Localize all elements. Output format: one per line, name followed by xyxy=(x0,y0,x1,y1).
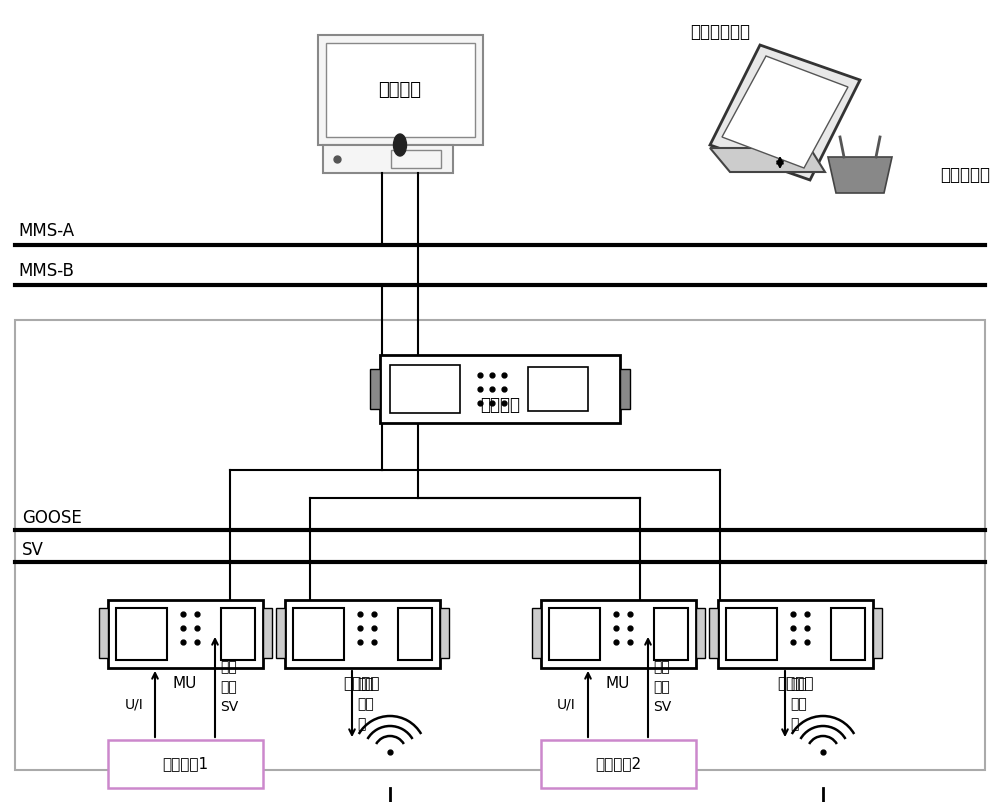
Bar xyxy=(696,608,705,658)
Bar xyxy=(116,608,167,660)
Text: U/I: U/I xyxy=(124,697,143,711)
Text: 点: 点 xyxy=(790,717,798,731)
Bar xyxy=(440,608,449,658)
Polygon shape xyxy=(710,45,860,180)
Text: 智能终端: 智能终端 xyxy=(344,677,380,691)
Text: 硬接: 硬接 xyxy=(790,697,807,711)
Bar xyxy=(541,740,696,788)
Text: 检修测试中心: 检修测试中心 xyxy=(690,23,750,41)
Bar xyxy=(709,608,718,658)
Bar xyxy=(654,608,688,660)
Text: 保护装置: 保护装置 xyxy=(480,396,520,414)
Bar xyxy=(528,367,588,411)
Bar xyxy=(99,608,108,658)
Text: 测试终端1: 测试终端1 xyxy=(162,756,208,772)
Bar xyxy=(108,600,263,668)
Text: 智能终端: 智能终端 xyxy=(777,677,813,691)
Bar xyxy=(293,608,344,660)
Text: SV: SV xyxy=(653,700,671,714)
Text: 电压: 电压 xyxy=(653,680,670,694)
Bar xyxy=(718,600,873,668)
Polygon shape xyxy=(722,56,848,168)
Text: 无线路由器: 无线路由器 xyxy=(940,166,990,184)
Text: 点: 点 xyxy=(357,717,365,731)
Ellipse shape xyxy=(394,134,406,156)
Bar xyxy=(108,740,263,788)
Bar xyxy=(318,35,483,145)
Bar xyxy=(276,608,285,658)
Text: 监控主站: 监控主站 xyxy=(378,81,422,99)
Text: GOOSE: GOOSE xyxy=(22,509,82,527)
Text: 测试终端2: 测试终端2 xyxy=(595,756,641,772)
Text: MMS-B: MMS-B xyxy=(18,262,74,280)
Text: SV: SV xyxy=(22,541,44,559)
Bar xyxy=(380,355,620,423)
Bar xyxy=(549,608,600,660)
Bar xyxy=(391,150,441,168)
Bar xyxy=(263,608,272,658)
Text: SV: SV xyxy=(220,700,238,714)
Text: 跳闸: 跳闸 xyxy=(790,677,807,691)
Text: MU: MU xyxy=(606,677,630,691)
Text: MMS-A: MMS-A xyxy=(18,222,74,240)
Text: 母线: 母线 xyxy=(653,660,670,674)
Text: 硬接: 硬接 xyxy=(357,697,374,711)
Bar xyxy=(620,369,630,409)
Bar xyxy=(326,43,475,137)
Text: MU: MU xyxy=(173,677,197,691)
Bar xyxy=(390,365,460,413)
Text: 电压: 电压 xyxy=(220,680,237,694)
Text: 跳闸: 跳闸 xyxy=(357,677,374,691)
Bar xyxy=(541,600,696,668)
Bar xyxy=(221,608,255,660)
Bar xyxy=(323,145,453,173)
Bar xyxy=(15,320,985,770)
Bar xyxy=(398,608,432,660)
Text: 母线: 母线 xyxy=(220,660,237,674)
Bar xyxy=(726,608,777,660)
Bar xyxy=(285,600,440,668)
Text: U/I: U/I xyxy=(557,697,576,711)
Bar xyxy=(873,608,882,658)
Bar xyxy=(370,369,380,409)
Bar xyxy=(831,608,865,660)
Polygon shape xyxy=(710,148,825,172)
Bar xyxy=(532,608,541,658)
Polygon shape xyxy=(828,157,892,193)
